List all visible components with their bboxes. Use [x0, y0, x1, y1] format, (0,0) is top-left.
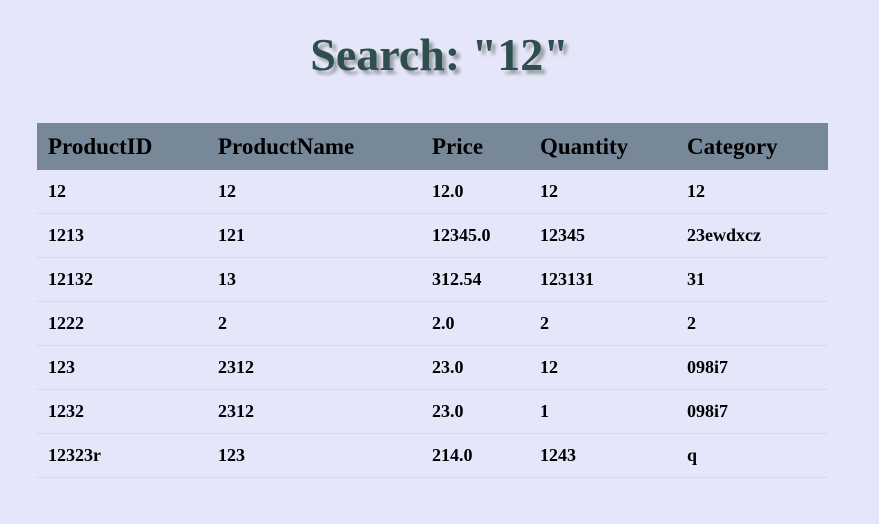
column-header-price: Price: [432, 133, 484, 159]
column-header-productname: ProductName: [218, 133, 355, 159]
table-row: 1222 2 2.0 2 2: [37, 301, 828, 346]
table-row: 12323r 123 214.0 1243 q: [37, 433, 828, 478]
cell-productname: 13: [207, 257, 421, 302]
cell-category: 23ewdxcz: [676, 213, 828, 258]
cell-price: 2.0: [421, 301, 529, 346]
cell-quantity: 1243: [529, 433, 676, 478]
cell-productid: 1232: [37, 389, 207, 434]
column-header-category: Category: [687, 133, 778, 159]
cell-productname: 2: [207, 301, 421, 346]
cell-price: 312.54: [421, 257, 529, 302]
cell-price: 23.0: [421, 389, 529, 434]
cell-category: 098i7: [676, 389, 828, 434]
cell-price: 12345.0: [421, 213, 529, 258]
cell-price: 12.0: [421, 170, 529, 214]
cell-category: 31: [676, 257, 828, 302]
cell-productid: 12323r: [37, 433, 207, 478]
cell-productname: 2312: [207, 345, 421, 390]
cell-category: 12: [676, 170, 828, 214]
cell-quantity: 1: [529, 389, 676, 434]
cell-quantity: 12: [529, 345, 676, 390]
cell-productid: 12132: [37, 257, 207, 302]
table-row: 12 12 12.0 12 12: [37, 170, 828, 214]
cell-price: 214.0: [421, 433, 529, 478]
column-header-productid: ProductID: [48, 133, 153, 159]
table-row: 1213 121 12345.0 12345 23ewdxcz: [37, 213, 828, 258]
cell-quantity: 123131: [529, 257, 676, 302]
table-row: 1232 2312 23.0 1 098i7: [37, 389, 828, 434]
cell-productname: 2312: [207, 389, 421, 434]
table-row: 123 2312 23.0 12 098i7: [37, 345, 828, 390]
cell-quantity: 12: [529, 170, 676, 214]
cell-quantity: 2: [529, 301, 676, 346]
cell-productid: 1213: [37, 213, 207, 258]
cell-productname: 121: [207, 213, 421, 258]
cell-category: 098i7: [676, 345, 828, 390]
cell-quantity: 12345: [529, 213, 676, 258]
cell-productname: 12: [207, 170, 421, 214]
cell-productid: 1222: [37, 301, 207, 346]
cell-productid: 123: [37, 345, 207, 390]
cell-category: q: [676, 433, 828, 478]
page-title: Search: "12": [310, 29, 569, 80]
cell-category: 2: [676, 301, 828, 346]
cell-productid: 12: [37, 170, 207, 214]
table-row: 12132 13 312.54 123131 31: [37, 257, 828, 302]
column-header-quantity: Quantity: [540, 133, 629, 159]
cell-price: 23.0: [421, 345, 529, 390]
table-header-row: ProductID ProductName Price Quantity Cat…: [37, 123, 828, 170]
cell-productname: 123: [207, 433, 421, 478]
results-table: ProductID ProductName Price Quantity Cat…: [37, 123, 828, 478]
